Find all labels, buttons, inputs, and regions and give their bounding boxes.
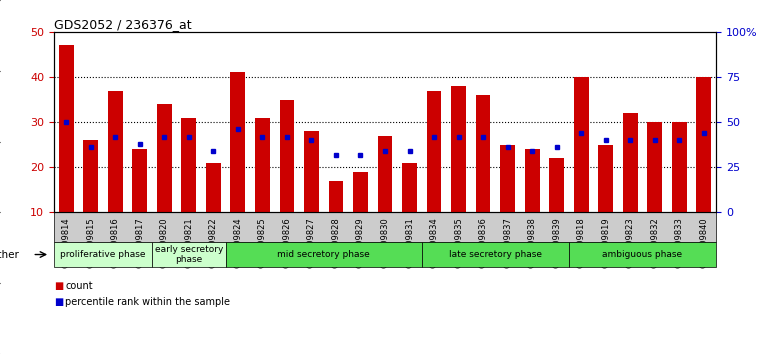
Bar	[329, 181, 343, 212]
Text: count: count	[65, 281, 93, 291]
Bar	[59, 45, 73, 212]
Text: mid secretory phase: mid secretory phase	[277, 250, 370, 259]
Bar	[697, 77, 711, 212]
Bar	[574, 77, 588, 212]
Bar	[549, 158, 564, 212]
Bar	[623, 113, 638, 212]
Bar	[451, 86, 466, 212]
Bar	[255, 118, 270, 212]
Text: other: other	[0, 250, 19, 259]
Bar	[525, 149, 540, 212]
Bar	[108, 91, 122, 212]
Bar	[280, 99, 294, 212]
Bar	[182, 118, 196, 212]
Bar	[132, 149, 147, 212]
Bar	[672, 122, 687, 212]
Bar	[206, 163, 221, 212]
Bar	[598, 145, 613, 212]
Text: ■: ■	[54, 297, 63, 307]
Bar	[427, 91, 441, 212]
Bar	[304, 131, 319, 212]
Text: GDS2052 / 236376_at: GDS2052 / 236376_at	[54, 18, 192, 31]
Bar	[230, 73, 245, 212]
Bar	[83, 140, 98, 212]
Text: late secretory phase: late secretory phase	[449, 250, 542, 259]
Bar	[648, 122, 662, 212]
Bar	[157, 104, 172, 212]
Bar	[500, 145, 515, 212]
Bar	[353, 172, 368, 212]
Text: ambiguous phase: ambiguous phase	[602, 250, 682, 259]
Text: percentile rank within the sample: percentile rank within the sample	[65, 297, 230, 307]
Bar	[377, 136, 393, 212]
Text: proliferative phase: proliferative phase	[60, 250, 146, 259]
Text: early secretory
phase: early secretory phase	[155, 245, 223, 264]
Bar	[476, 95, 490, 212]
Text: ■: ■	[54, 281, 63, 291]
Bar	[402, 163, 417, 212]
